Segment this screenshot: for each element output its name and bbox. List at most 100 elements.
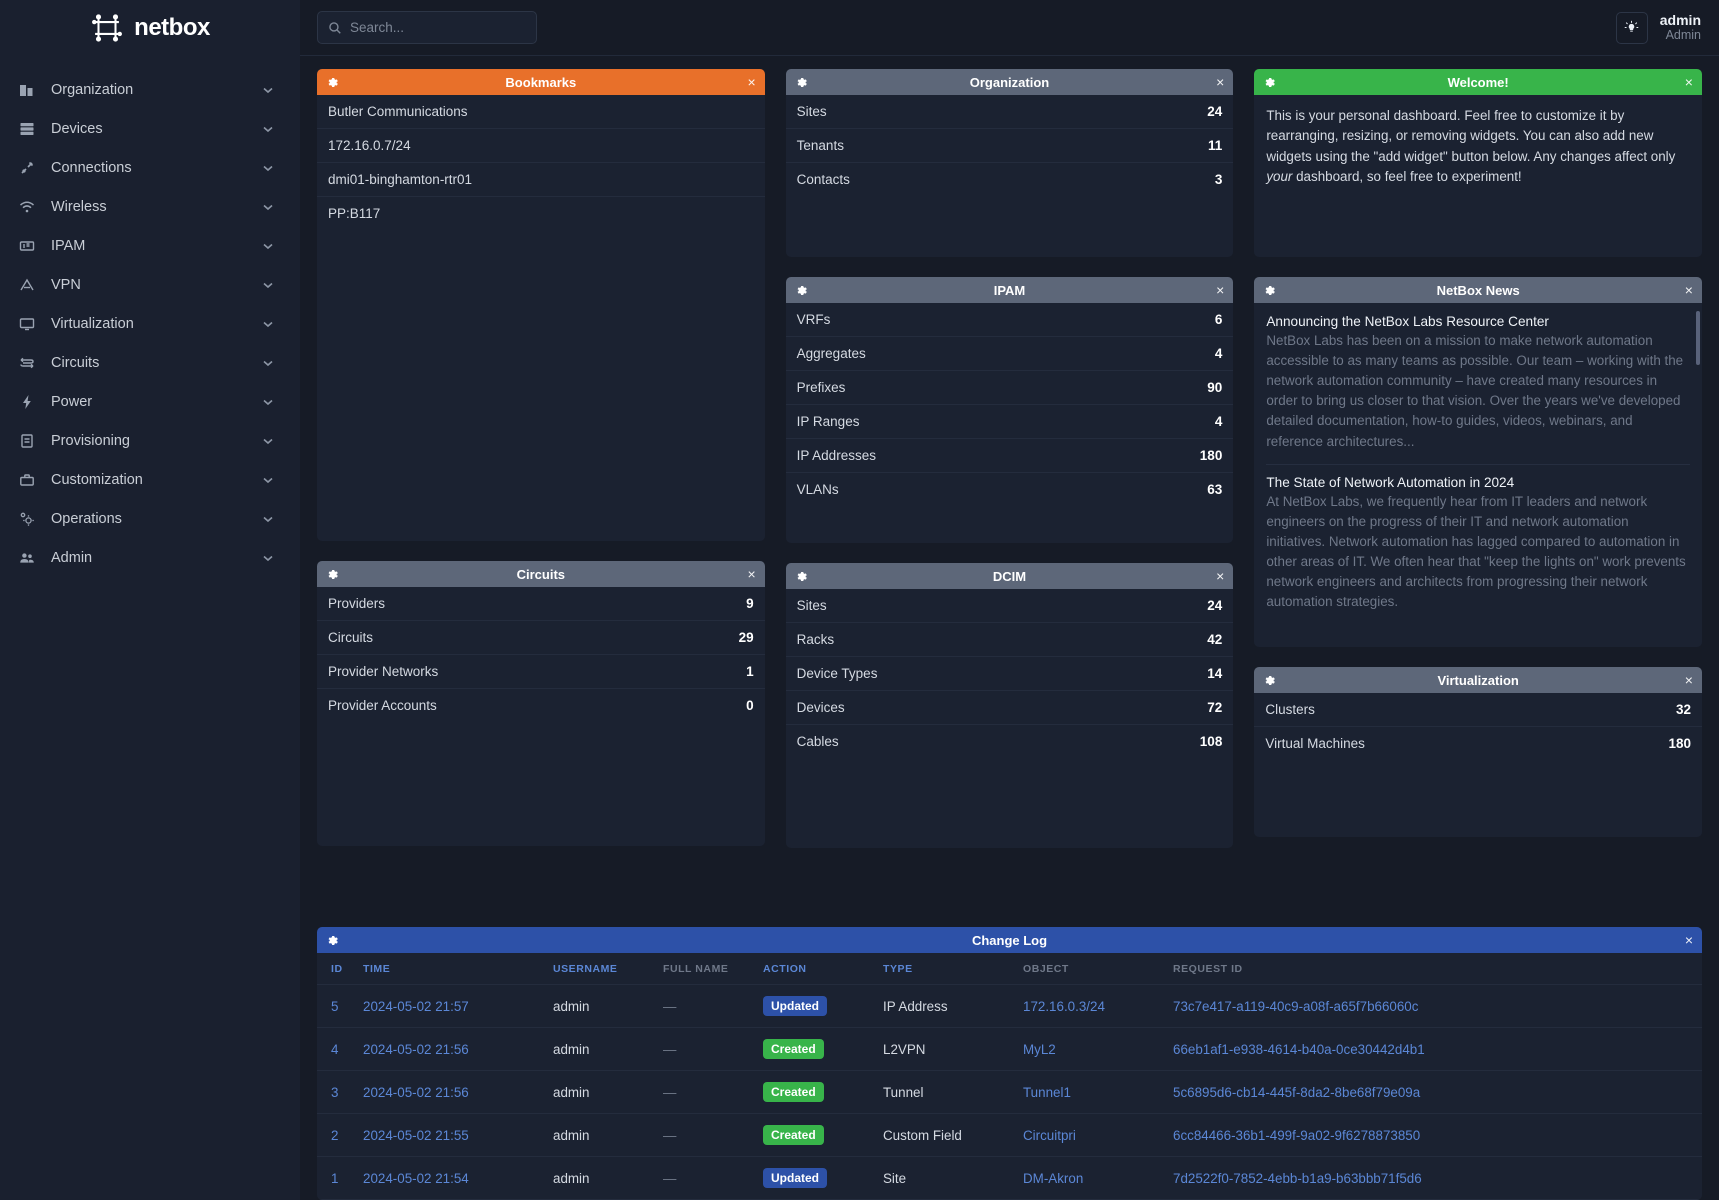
search-input[interactable]: Search...: [317, 11, 537, 44]
list-item[interactable]: Prefixes 90: [785, 371, 1234, 405]
list-item[interactable]: Sites 24: [785, 589, 1234, 623]
list-item[interactable]: IP Addresses 180: [785, 439, 1234, 473]
user-menu[interactable]: admin Admin: [1660, 12, 1701, 42]
column-header-type[interactable]: TYPE: [877, 953, 1017, 985]
close-icon[interactable]: ×: [747, 566, 756, 582]
cell-full-name: —: [657, 1027, 757, 1071]
cell-time[interactable]: 2024-05-02 21:56: [357, 1070, 547, 1114]
news-item-title[interactable]: The State of Network Automation in 2024: [1266, 474, 1515, 490]
close-icon[interactable]: ×: [1216, 568, 1225, 584]
list-item[interactable]: Contacts 3: [786, 163, 1234, 196]
gear-icon[interactable]: [795, 284, 808, 297]
table-row[interactable]: 1 2024-05-02 21:54 admin — Updated Site …: [317, 1156, 1702, 1200]
cell-time[interactable]: 2024-05-02 21:54: [357, 1156, 547, 1200]
close-icon[interactable]: ×: [1684, 282, 1693, 298]
news-list[interactable]: Announcing the NetBox Labs Resource Cent…: [1254, 303, 1702, 621]
cell-action: Created: [757, 1027, 877, 1071]
close-icon[interactable]: ×: [1216, 74, 1225, 90]
theme-toggle-button[interactable]: [1615, 11, 1648, 44]
list-item[interactable]: Device Types 14: [785, 657, 1234, 691]
close-icon[interactable]: ×: [747, 74, 756, 90]
table-row[interactable]: 2 2024-05-02 21:55 admin — Created Custo…: [317, 1113, 1702, 1157]
table-row[interactable]: 4 2024-05-02 21:56 admin — Created L2VPN…: [317, 1027, 1702, 1071]
cell-id[interactable]: 1: [317, 1156, 357, 1200]
brand-logo[interactable]: netbox: [0, 0, 300, 56]
list-item[interactable]: Tenants 11: [785, 129, 1234, 163]
column-header-time[interactable]: TIME: [357, 953, 547, 985]
gear-icon[interactable]: [1263, 284, 1276, 297]
table-row[interactable]: 3 2024-05-02 21:56 admin — Created Tunne…: [317, 1070, 1702, 1114]
cell-request-id[interactable]: 6cc84466-36b1-499f-9a02-9f6278873850: [1167, 1113, 1702, 1157]
list-item[interactable]: Racks 42: [785, 623, 1234, 657]
stat-value: 42: [1207, 632, 1223, 647]
list-item[interactable]: VLANs 63: [786, 473, 1234, 506]
cell-id[interactable]: 2: [317, 1113, 357, 1157]
cell-object[interactable]: 172.16.0.3/24: [1017, 984, 1167, 1028]
list-item[interactable]: Provider Accounts 0: [317, 689, 765, 722]
gear-icon[interactable]: [326, 76, 339, 89]
cell-request-id[interactable]: 73c7e417-a119-40c9-a08f-a65f7b66060c: [1167, 984, 1702, 1028]
sidebar-item-operations[interactable]: Operations: [0, 499, 300, 538]
news-item[interactable]: Announcing the NetBox Labs Resource Cent…: [1266, 303, 1690, 465]
list-item[interactable]: Cables 108: [786, 725, 1234, 758]
column-header-username[interactable]: USERNAME: [547, 953, 657, 985]
close-icon[interactable]: ×: [1216, 282, 1225, 298]
cell-object[interactable]: MyL2: [1017, 1027, 1167, 1071]
gear-icon[interactable]: [326, 568, 339, 581]
list-item[interactable]: Provider Networks 1: [317, 655, 765, 689]
list-item[interactable]: Clusters 32: [1254, 693, 1702, 727]
gear-icon[interactable]: [795, 76, 808, 89]
sidebar-item-connections[interactable]: Connections: [0, 148, 300, 187]
sidebar-item-virtualization[interactable]: Virtualization: [0, 304, 300, 343]
list-item[interactable]: Sites 24: [785, 95, 1234, 129]
list-item[interactable]: Devices 72: [785, 691, 1234, 725]
sidebar-item-circuits[interactable]: Circuits: [0, 343, 300, 382]
column-header-action[interactable]: ACTION: [757, 953, 877, 985]
list-item[interactable]: VRFs 6: [785, 303, 1234, 337]
sidebar-item-devices[interactable]: Devices: [0, 109, 300, 148]
sidebar-item-admin[interactable]: Admin: [0, 538, 300, 577]
gear-icon[interactable]: [1263, 674, 1276, 687]
table-row[interactable]: 5 2024-05-02 21:57 admin — Updated IP Ad…: [317, 984, 1702, 1028]
sidebar-item-customization[interactable]: Customization: [0, 460, 300, 499]
cell-time[interactable]: 2024-05-02 21:57: [357, 984, 547, 1028]
news-item-title[interactable]: Announcing the NetBox Labs Resource Cent…: [1266, 314, 1549, 329]
cell-object[interactable]: Circuitpri: [1017, 1113, 1167, 1157]
cell-id[interactable]: 4: [317, 1027, 357, 1071]
list-item[interactable]: Aggregates 4: [785, 337, 1234, 371]
cell-object[interactable]: DM-Akron: [1017, 1156, 1167, 1200]
cell-request-id[interactable]: 66eb1af1-e938-4614-b40a-0ce30442d4b1: [1167, 1027, 1702, 1071]
list-item[interactable]: Butler Communications: [317, 95, 765, 129]
close-icon[interactable]: ×: [1684, 932, 1693, 948]
list-item[interactable]: dmi01-binghamton-rtr01: [317, 163, 765, 197]
list-item[interactable]: IP Ranges 4: [785, 405, 1234, 439]
cell-id[interactable]: 5: [317, 984, 357, 1028]
list-item[interactable]: Virtual Machines 180: [1254, 727, 1702, 760]
cell-object[interactable]: Tunnel1: [1017, 1070, 1167, 1114]
list-item[interactable]: 172.16.0.7/24: [317, 129, 765, 163]
list-item[interactable]: Providers 9: [317, 587, 765, 621]
sidebar-item-ipam[interactable]: IPAM: [0, 226, 300, 265]
sidebar-item-provisioning[interactable]: Provisioning: [0, 421, 300, 460]
gear-icon[interactable]: [795, 570, 808, 583]
news-scrollbar[interactable]: [1695, 311, 1700, 365]
sidebar-item-wireless[interactable]: Wireless: [0, 187, 300, 226]
column-header-id[interactable]: ID: [317, 953, 357, 985]
list-item[interactable]: PP:B117: [317, 197, 765, 230]
cell-time[interactable]: 2024-05-02 21:55: [357, 1113, 547, 1157]
sidebar-item-organization[interactable]: Organization: [0, 70, 300, 109]
news-item[interactable]: The State of Network Automation in 2024 …: [1266, 465, 1690, 621]
cell-request-id[interactable]: 7d2522f0-7852-4ebb-b1a9-b63bbb71f5d6: [1167, 1156, 1702, 1200]
gear-icon[interactable]: [326, 934, 339, 947]
cell-time[interactable]: 2024-05-02 21:56: [357, 1027, 547, 1071]
cell-request-id[interactable]: 5c6895d6-cb14-445f-8da2-8be68f79e09a: [1167, 1070, 1702, 1114]
sidebar-item-vpn[interactable]: VPN: [0, 265, 300, 304]
widget-header: Welcome! ×: [1254, 69, 1702, 95]
sidebar-item-power[interactable]: Power: [0, 382, 300, 421]
close-icon[interactable]: ×: [1684, 74, 1693, 90]
gear-icon[interactable]: [1263, 76, 1276, 89]
list-item[interactable]: Circuits 29: [317, 621, 765, 655]
widget-body: Sites 24 Tenants 11 Contacts 3: [785, 95, 1234, 196]
close-icon[interactable]: ×: [1684, 672, 1693, 688]
cell-id[interactable]: 3: [317, 1070, 357, 1114]
